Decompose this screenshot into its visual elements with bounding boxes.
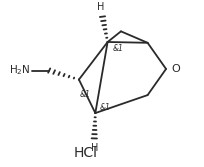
Text: H$_2$N: H$_2$N bbox=[9, 64, 30, 77]
Text: HCl: HCl bbox=[74, 146, 98, 160]
Text: &1: &1 bbox=[112, 44, 123, 53]
Text: &1: &1 bbox=[99, 103, 110, 112]
Text: &1: &1 bbox=[80, 90, 90, 99]
Text: H: H bbox=[96, 2, 104, 12]
Text: H: H bbox=[90, 143, 98, 153]
Text: O: O bbox=[170, 64, 179, 74]
